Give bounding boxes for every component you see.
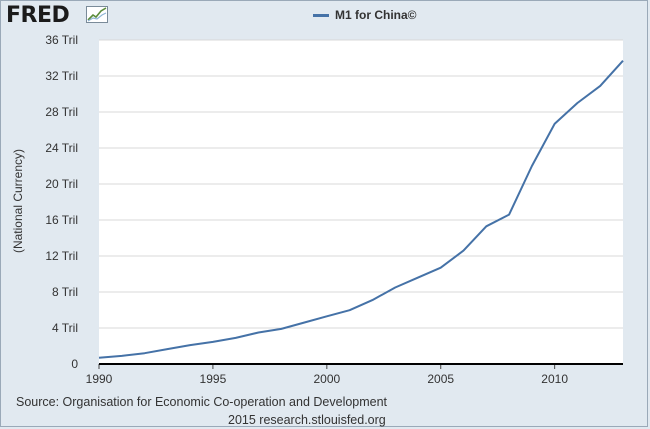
y-tick-label: 12 Tril <box>45 249 78 263</box>
x-tick-label: 1990 <box>86 372 113 386</box>
y-tick-label: 4 Tril <box>52 321 78 335</box>
y-tick-label: 20 Tril <box>45 177 78 191</box>
legend-swatch <box>313 13 329 17</box>
x-tick-label: 2005 <box>427 372 454 386</box>
y-tick-label: 24 Tril <box>45 141 78 155</box>
fred-logo[interactable]: FRED <box>6 3 70 28</box>
series-line[interactable] <box>98 60 624 359</box>
legend-label: M1 for China© <box>335 8 417 22</box>
y-tick-label: 36 Tril <box>45 33 78 47</box>
y-tick-label: 0 <box>71 357 78 371</box>
y-tick-label: 8 Tril <box>52 285 78 299</box>
series-group <box>98 60 624 359</box>
line-chart-icon <box>86 6 108 23</box>
legend[interactable]: M1 for China© <box>313 6 417 24</box>
y-tick-label: 16 Tril <box>45 213 78 227</box>
x-tick-label: 1995 <box>200 372 227 386</box>
x-tick-labels: 1990 1995 2000 2005 2010 <box>86 372 569 386</box>
source-note: Source: Organisation for Economic Co-ope… <box>16 395 388 409</box>
x-tick-label: 2000 <box>313 372 340 386</box>
y-axis-title: (National Currency) <box>11 148 25 254</box>
x-tick-label: 2010 <box>541 372 568 386</box>
gridlines <box>98 39 623 369</box>
y-tick-labels: 0 4 Tril 8 Tril 12 Tril 16 Tril 20 Tril 24 Tri… <box>45 33 78 371</box>
plot-area <box>99 40 623 364</box>
credit-link[interactable]: 2015 research.stlouisfed.org <box>228 413 386 427</box>
y-tick-label: 28 Tril <box>45 105 78 119</box>
y-tick-label: 32 Tril <box>45 69 78 83</box>
